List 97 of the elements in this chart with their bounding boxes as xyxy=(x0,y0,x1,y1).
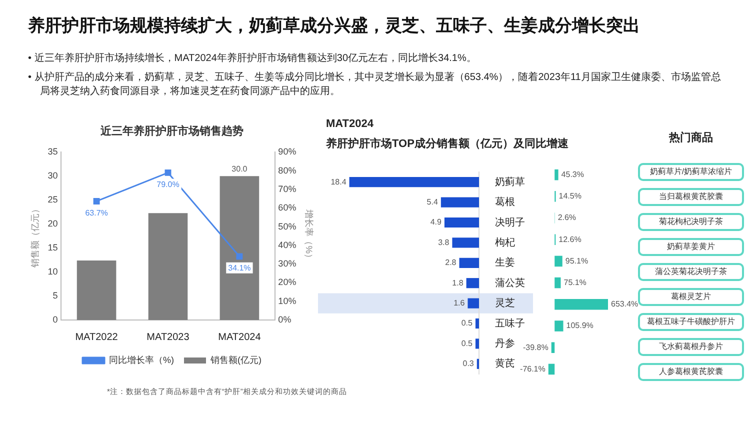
bar xyxy=(76,260,116,320)
text: 飞水蓟葛根丹参片 xyxy=(638,338,744,356)
y2-tick-label: 10% xyxy=(278,296,296,306)
point xyxy=(93,198,100,204)
text: 葛根五味子牛磺酸护肝片 xyxy=(638,313,744,331)
point xyxy=(236,253,243,260)
data-label: 5.4 xyxy=(426,198,438,207)
y-tick-label: 黄芪 xyxy=(495,358,515,370)
y-tick-label: 五味子 xyxy=(495,317,525,330)
bar xyxy=(459,258,479,268)
bar xyxy=(466,278,479,288)
y2-tick-label: 70% xyxy=(278,184,296,194)
y2-tick-label: 30% xyxy=(278,258,296,269)
y-tick-label: 0 xyxy=(52,314,58,324)
data-label: 63.7% xyxy=(85,208,108,218)
y-tick-label: 25 xyxy=(48,194,58,205)
bar xyxy=(554,320,564,332)
data-label: 12.6% xyxy=(558,234,582,244)
chart-title: MAT2024 xyxy=(326,118,374,130)
bar xyxy=(554,299,608,310)
y-tick-label: 丹参 xyxy=(495,337,515,350)
data-label: 3.8 xyxy=(438,238,450,247)
y-tick-label: 灵芝 xyxy=(495,297,515,310)
y-tick-label: 决明子 xyxy=(495,216,525,228)
text: • 从护肝产品的成分来看，奶蓟草，灵芝、五味子、生姜等成分同比增长，其中灵芝增长最为显著（653.4%），随着2023年11月国家卫生健康委、市场监管总局将灵芝纳入药食同源目录，将加速灵芝在药食同源产品中的应用。 xyxy=(28,70,722,99)
data-label: 75.1% xyxy=(564,278,586,288)
y2-tick-label: 0% xyxy=(278,314,292,324)
bar xyxy=(475,318,479,329)
legend-label: 销售额(亿元) xyxy=(210,354,262,365)
bar xyxy=(349,177,479,188)
data-label: 105.9% xyxy=(566,321,594,330)
data-label: 653.4% xyxy=(611,300,638,309)
y-tick-label: 5 xyxy=(52,290,58,301)
text: 奶蓟草姜黄片 xyxy=(638,238,744,256)
data-label: 1.8 xyxy=(452,278,464,288)
text: 葛根灵芝片 xyxy=(638,288,744,306)
text: 人参葛根黄芪胶囊 xyxy=(638,363,744,381)
data-label: -39.8% xyxy=(522,342,548,352)
y-tick-label: 枸杞 xyxy=(495,236,515,248)
y-tick-label: 10 xyxy=(48,266,58,277)
data-label: 79.0% xyxy=(156,180,180,189)
y-tick-label: 奶蓟草 xyxy=(495,176,525,188)
chart-subtitle: 养肝护肝市场TOP成分销售额（亿元）及同比增速 xyxy=(326,136,568,151)
bar xyxy=(452,238,479,248)
bar xyxy=(468,298,479,308)
y-tick-label: 生姜 xyxy=(495,256,515,269)
bar xyxy=(554,169,558,180)
point xyxy=(164,169,172,176)
data-label: 34.1% xyxy=(228,264,251,273)
y-tick-label: 20 xyxy=(48,218,58,229)
bar xyxy=(548,364,555,375)
y-tick-label: 15 xyxy=(48,242,58,253)
bar xyxy=(554,256,562,267)
data-label: 2.8 xyxy=(445,258,457,268)
y-tick-label: 蒲公英 xyxy=(495,276,525,289)
data-label: 30.0 xyxy=(232,164,248,174)
data-label: 1.6 xyxy=(454,298,466,308)
data-label: 0.5 xyxy=(461,318,474,328)
y2-tick-label: 60% xyxy=(278,202,296,213)
y2-tick-label: 90% xyxy=(278,146,296,157)
data-label: 0.3 xyxy=(462,359,474,368)
y2-tick-label: 80% xyxy=(278,165,296,176)
text: 蒲公英菊花决明子茶 xyxy=(638,263,744,281)
text: 热门商品 xyxy=(668,130,714,145)
data-label: 45.3% xyxy=(561,170,584,180)
data-label: 2.6% xyxy=(558,213,576,222)
y-tick-label: 35 xyxy=(48,146,58,157)
text: 当归葛根黄芪胶囊 xyxy=(638,188,744,206)
data-label: 4.9 xyxy=(430,218,442,227)
y2-tick-label: 40% xyxy=(278,240,296,250)
y-tick-label: 葛根 xyxy=(495,196,515,208)
x-tick-label: MAT2023 xyxy=(146,332,190,343)
bar xyxy=(475,338,479,349)
bar xyxy=(444,217,479,228)
text: • 近三年养肝护肝市场持续增长，MAT2024年养肝护肝市场销售额达到30亿元左右，同比增长34.1%。 xyxy=(28,52,478,66)
bar xyxy=(440,197,479,208)
bar xyxy=(148,213,188,320)
legend-label: 同比增长率（%) xyxy=(109,354,174,365)
data-label: -76.1% xyxy=(520,364,546,374)
text: 奶蓟草片/奶蓟草浓缩片 xyxy=(638,163,744,181)
x-tick-label: MAT2022 xyxy=(75,332,118,343)
text: 养肝护肝市场规模持续扩大，奶蓟草成分兴盛，灵芝、五味子、生姜成分增长突出 xyxy=(28,14,640,37)
x-tick-label: MAT2024 xyxy=(218,332,262,343)
data-label: 18.4 xyxy=(330,177,347,186)
y-axis-title: 销售额（亿元） xyxy=(30,204,40,269)
y2-tick-label: 20% xyxy=(278,277,296,288)
y2-axis-title: 增长率（%） xyxy=(304,208,314,263)
data-label: 95.1% xyxy=(565,256,588,266)
bar xyxy=(220,176,260,320)
y2-tick-label: 50% xyxy=(278,221,296,232)
y-tick-label: 30 xyxy=(48,170,58,181)
bar xyxy=(551,342,555,353)
chart-title: 近三年养肝护肝市场销售趋势 xyxy=(100,124,244,138)
text: 菊花枸杞决明子茶 xyxy=(638,213,744,231)
data-label: 0.5 xyxy=(461,338,474,348)
data-label: 14.5% xyxy=(558,192,582,201)
bar xyxy=(554,277,561,288)
